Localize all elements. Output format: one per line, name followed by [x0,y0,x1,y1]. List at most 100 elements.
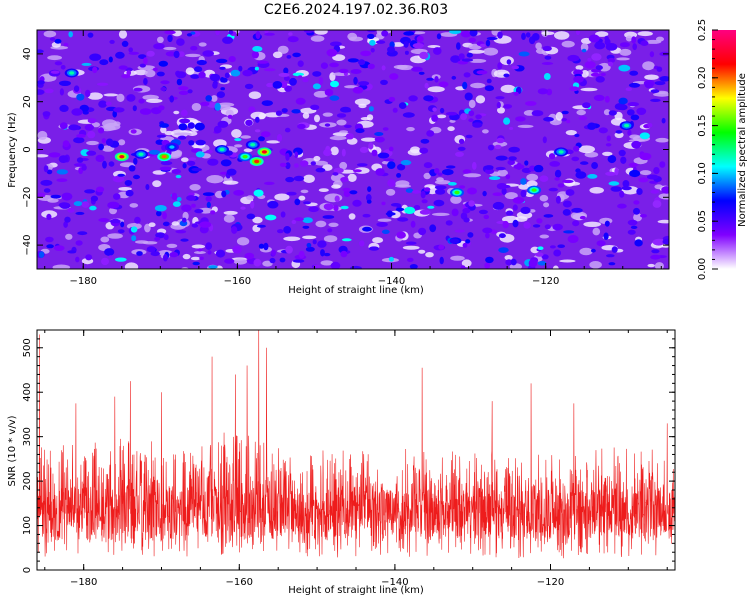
heatmap-cell [397,163,406,171]
heatmap-cell [567,235,579,243]
heatmap-cell [438,81,449,88]
heatmap-cell [343,189,351,198]
heatmap-cell [330,41,342,47]
heatmap-cell [496,101,501,109]
heatmap-cell [466,52,473,58]
heatmap-cell [375,40,386,44]
heatmap-cell [128,47,133,53]
heatmap-cell [439,107,445,114]
heatmap-light-patch [274,193,290,201]
heatmap-cell [63,42,69,47]
heatmap-cell [482,190,487,197]
heatmap-cell [207,158,219,166]
heatmap-cell [628,162,638,168]
heatmap-cell [215,249,226,258]
heatmap-cell [605,43,618,51]
heatmap-cell [412,43,424,49]
heatmap-cell [513,164,525,170]
heatmap-cell [186,33,193,37]
heatmap-cell [46,244,54,249]
heatmap-cell [562,179,574,184]
heatmap-cell [498,233,506,239]
heatmap-light-patch [166,243,178,248]
heatmap-light-patch [603,109,611,116]
heatmap-cell [478,209,488,215]
heatmap-cell [555,195,561,204]
heatmap-cell [207,250,212,255]
heatmap-cell [650,89,660,94]
heatmap-cell [286,191,297,196]
heatmap-hot-spot [261,150,267,154]
heatmap-cell [84,189,96,194]
heatmap-cell [220,87,225,91]
heatmap-cell [256,224,266,228]
heatmap-cell [566,119,571,124]
heatmap-cell [162,221,170,227]
colorbar-label: Normalized spectral amplitude [737,73,748,227]
tick-label: 100 [22,516,33,535]
heatmap-cell [281,108,288,113]
heatmap-cell [200,101,210,107]
heatmap-cell [467,232,474,238]
heatmap-cell [628,82,641,88]
heatmap-cell [269,257,276,264]
heatmap-cell [432,107,437,112]
heatmap-cell [421,199,428,204]
heatmap-cell [445,220,453,226]
heatmap-cell [370,48,375,53]
heatmap-light-patch [320,260,334,266]
heatmap-cell [578,116,588,121]
heatmap-cell [625,87,632,91]
heatmap-hot-spot [242,155,248,159]
heatmap-cell [604,220,610,227]
heatmap-cell [456,42,461,50]
heatmap-cell [245,119,253,127]
heatmap-hot-spot [69,71,75,75]
heatmap-cell [367,186,372,193]
heatmap-cell [355,128,365,134]
heatmap-cell [426,130,435,137]
heatmap-cell [44,88,54,94]
heatmap-cell [397,217,409,222]
heatmap-cell [152,67,158,72]
heatmap-light-patch [579,247,593,256]
heatmap-cell [565,189,575,196]
heatmap-ylabel: Frequency (Hz) [7,112,18,188]
heatmap-cell [242,69,253,77]
heatmap-cell [254,66,259,71]
heatmap-hot-spot [138,152,144,156]
heatmap-cell [112,110,117,118]
heatmap-cell [43,165,49,173]
heatmap-cell [445,111,458,116]
heatmap-cell [329,62,339,68]
heatmap-cell [438,244,445,250]
heatmap-cell [486,78,492,84]
heatmap-light-patch [575,65,584,70]
heatmap-cell [220,159,232,167]
heatmap-cell [81,62,92,66]
heatmap-cell [532,33,540,41]
heatmap-light-patch [402,245,420,250]
heatmap-cell [224,258,235,264]
heatmap-cell [385,212,396,216]
heatmap-cell [333,204,339,212]
heatmap-light-patch [500,84,516,93]
heatmap-cell [108,161,115,167]
heatmap-cell [651,249,660,254]
heatmap-cell [520,206,531,214]
heatmap-cell [400,36,411,45]
heatmap-light-patch [354,98,371,106]
heatmap-light-patch [515,216,528,222]
heatmap-cell [433,47,442,55]
heatmap-cell [276,134,283,142]
heatmap-cell [449,30,462,35]
heatmap-light-patch [252,216,263,224]
heatmap-light-patch [468,49,485,54]
heatmap-cell [252,46,263,52]
heatmap-light-patch [277,45,289,54]
heatmap-cell [171,169,182,174]
heatmap-cell [154,237,161,241]
heatmap-cell [352,199,362,207]
heatmap-light-patch [47,198,59,203]
heatmap-light-patch [233,258,247,265]
